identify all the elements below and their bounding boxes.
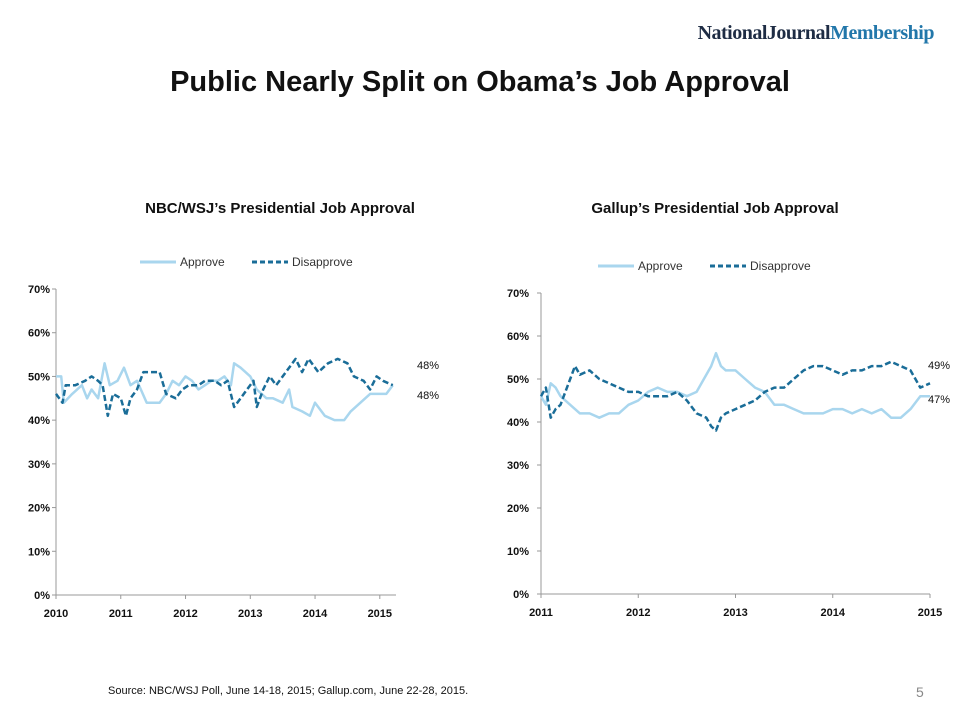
x-tick-label: 2015 [368,608,392,620]
y-tick-label: 30% [507,460,529,472]
y-tick-label: 50% [507,374,529,386]
series-line-disapprove [539,360,931,432]
y-tick-label: 0% [513,589,529,601]
chart-title-gallup: Gallup’s Presidential Job Approval [591,200,839,217]
x-tick-label: 2011 [109,608,133,620]
series-line-approve [56,362,394,422]
chart-0: 0% 10% 20% 30% 40% 50% 60% 70% 2010 2011 2012 2013 2… [28,255,439,620]
legend-label-disapprove: Disapprove [292,255,353,269]
legend-label-approve: Approve [638,259,683,273]
y-tick-label: 70% [28,284,50,296]
y-tick-label: 60% [507,331,529,343]
end-value-label: 47% [928,394,950,406]
brand-logo-part1: NationalJournal [697,22,831,44]
x-tick-label: 2012 [626,607,650,619]
y-tick-label: 0% [34,590,50,602]
end-value-label: 48% [417,390,439,402]
page-title: Public Nearly Split on Obama’s Job Appro… [170,66,790,98]
y-tick-label: 20% [28,503,50,515]
x-tick-label: 2014 [821,607,846,619]
x-tick-label: 2011 [529,607,553,619]
page-number: 5 [916,684,924,700]
y-tick-label: 30% [28,459,50,471]
y-tick-label: 70% [507,288,529,300]
brand-logo-part2: Membership [830,22,934,44]
end-value-label: 49% [928,360,950,372]
y-tick-label: 10% [28,546,50,558]
y-tick-label: 40% [507,417,529,429]
x-tick-label: 2010 [44,608,68,620]
source-note: Source: NBC/WSJ Poll, June 14-18, 2015; … [108,685,469,697]
x-tick-label: 2013 [723,607,747,619]
y-tick-label: 50% [28,371,50,383]
legend-label-disapprove: Disapprove [750,259,811,273]
y-tick-label: 10% [507,546,529,558]
legend-label-approve: Approve [180,255,225,269]
y-tick-label: 60% [28,328,50,340]
x-tick-label: 2015 [918,607,942,619]
y-tick-label: 40% [28,415,50,427]
x-tick-label: 2012 [173,608,197,620]
chart-title-nbc: NBC/WSJ’s Presidential Job Approval [145,200,415,217]
end-value-label: 48% [417,360,439,372]
brand-logo: NationalJournalMembership [697,22,935,45]
x-tick-label: 2013 [238,608,262,620]
series-line-approve [539,351,930,419]
y-tick-label: 20% [507,503,529,515]
chart-1: 0% 10% 20% 30% 40% 50% 60% 70% 2011 2012 2013 2014 2… [507,259,950,619]
series-line-disapprove [54,357,394,418]
x-tick-label: 2014 [303,608,328,620]
